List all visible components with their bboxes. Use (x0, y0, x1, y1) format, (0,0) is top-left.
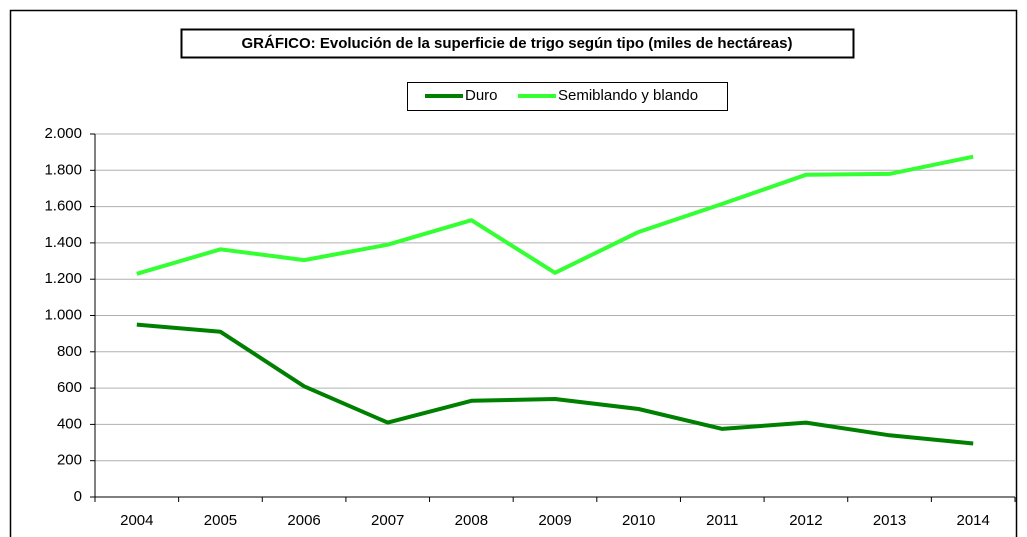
x-tick-label: 2005 (204, 512, 237, 529)
y-tick-label: 1.800 (44, 161, 82, 178)
y-tick-label: 200 (57, 452, 82, 469)
y-tick-label: 1.600 (44, 198, 82, 215)
legend-label: Semiblando y blando (558, 87, 698, 104)
chart-title: GRÁFICO: Evolución de la superficie de t… (242, 35, 793, 52)
y-tick-label: 600 (57, 379, 82, 396)
y-tick-label: 1.200 (44, 270, 82, 287)
y-tick-label: 1.000 (44, 306, 82, 323)
x-tick-label: 2008 (455, 512, 488, 529)
x-tick-label: 2013 (873, 512, 906, 529)
x-tick-label: 2006 (287, 512, 320, 529)
x-tick-label: 2011 (706, 512, 738, 529)
y-tick-label: 1.400 (44, 234, 82, 251)
x-tick-label: 2010 (622, 512, 655, 529)
x-tick-label: 2004 (120, 512, 153, 529)
y-tick-label: 800 (57, 343, 82, 360)
y-tick-label: 0 (74, 488, 82, 505)
x-tick-label: 2009 (538, 512, 571, 529)
y-tick-label: 2.000 (44, 125, 82, 142)
data-line (136, 154, 974, 276)
y-tick-label: 400 (57, 415, 82, 432)
x-tick-label: 2014 (956, 512, 989, 529)
legend-label: Duro (465, 87, 498, 104)
x-tick-label: 2007 (371, 512, 404, 529)
x-tick-label: 2012 (789, 512, 822, 529)
data-line (136, 322, 974, 446)
title-box (180, 28, 855, 59)
